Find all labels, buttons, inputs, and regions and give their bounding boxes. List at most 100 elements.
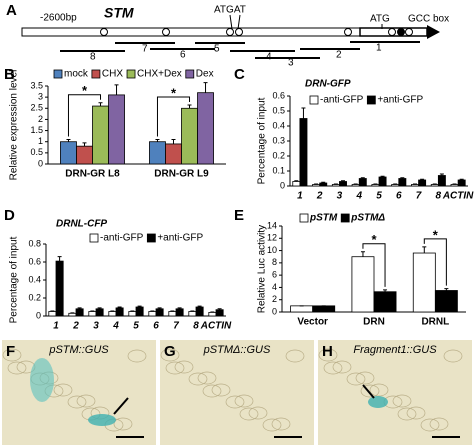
y-tick-label: 0.2 <box>28 292 41 302</box>
start-label: -2600bp <box>40 13 77 24</box>
y-tick-label: 0.3 <box>272 135 285 145</box>
bar <box>351 184 360 187</box>
significance-mark: * <box>82 83 88 98</box>
y-tick-label: 3.5 <box>30 80 43 90</box>
x-tick-label: DRNL <box>421 317 449 328</box>
error-bar <box>459 178 464 180</box>
cell <box>406 406 426 420</box>
y-tick-label: 0 <box>36 310 41 320</box>
error-bar <box>187 104 192 109</box>
y-tick-label: 0.5 <box>272 105 285 115</box>
panel-label: C <box>234 66 245 83</box>
bar <box>175 308 184 317</box>
cell <box>239 407 259 421</box>
legend-label: CHX <box>102 69 123 80</box>
bar <box>75 308 84 317</box>
error-bar <box>155 138 160 142</box>
cell <box>369 383 389 397</box>
cell <box>76 394 96 408</box>
cell <box>429 417 449 431</box>
x-tick-label: 8 <box>193 321 199 332</box>
error-bar <box>157 307 162 309</box>
bar <box>430 184 439 187</box>
gus-stain <box>30 358 54 402</box>
legend-swatch <box>53 69 63 79</box>
bar <box>115 307 124 317</box>
fragment-label: 1 <box>376 43 382 54</box>
legend-label: CHX+Dex <box>137 69 182 80</box>
fragments <box>60 41 420 59</box>
legend-label: Dex <box>196 69 214 80</box>
error-bar <box>439 173 444 176</box>
x-tick-label: 7 <box>173 321 179 332</box>
legend-swatch <box>91 69 101 79</box>
x-tick-label: 8 <box>436 191 442 202</box>
bar <box>168 311 177 317</box>
bar <box>165 143 182 165</box>
x-tick-label: 4 <box>112 321 119 332</box>
error-bar <box>301 107 306 119</box>
gus-stain <box>368 396 388 408</box>
bar <box>290 305 314 313</box>
cell <box>443 349 463 363</box>
panel-label: D <box>4 207 15 224</box>
micrograph-label: Fragment1::GUS <box>353 344 437 356</box>
bar <box>437 175 446 187</box>
y-tick-label: 2 <box>272 294 277 304</box>
y-tick-label: 6 <box>272 270 277 280</box>
y-tick-label: 2 <box>38 114 43 124</box>
error-bar <box>203 82 208 93</box>
cell <box>248 406 268 420</box>
legend-label: pSTMΔ <box>350 213 385 224</box>
cell <box>211 383 231 397</box>
significance-bracket <box>423 238 447 286</box>
y-tick-label: 0.6 <box>28 256 41 266</box>
error-bar <box>137 305 142 307</box>
bar <box>312 184 321 187</box>
bar <box>371 184 380 187</box>
bar <box>331 184 340 187</box>
cell <box>225 395 245 409</box>
error-bar <box>98 102 103 107</box>
bar <box>48 311 57 317</box>
x-tick-label: ACTIN <box>442 191 474 202</box>
pointer <box>237 14 241 30</box>
cell <box>285 349 305 363</box>
error-bar <box>77 307 82 309</box>
bar <box>457 179 466 187</box>
cell <box>197 371 217 385</box>
x-tick-label: 6 <box>153 321 159 332</box>
cell <box>234 394 254 408</box>
cell <box>2 348 22 362</box>
bar <box>434 290 458 313</box>
x-tick-label: 2 <box>72 321 79 332</box>
y-tick-label: 0.4 <box>28 274 41 284</box>
x-tick-label: 4 <box>355 191 362 202</box>
y-tick-label: 3 <box>38 92 43 102</box>
legend-swatch <box>366 95 376 105</box>
chart-title: DRN-GFP <box>305 79 351 90</box>
error-bar <box>444 288 449 291</box>
bar <box>60 141 77 165</box>
cell <box>420 418 440 432</box>
legend-swatch <box>185 69 195 79</box>
error-bar <box>383 289 388 292</box>
bar <box>135 306 144 317</box>
legend-swatch <box>299 213 309 223</box>
y-tick-label: 12 <box>267 233 277 243</box>
panel-a: A -2600bp STM ATGAT ATG GCC box 1 2 3 4 … <box>6 2 449 69</box>
error-bar <box>341 180 346 182</box>
legend-swatch <box>146 233 156 243</box>
x-tick-label: 3 <box>93 321 99 332</box>
bar <box>197 92 214 165</box>
panel-label: E <box>234 207 244 224</box>
arrow <box>362 384 375 399</box>
micrograph-label: pSTM::GUS <box>48 344 109 356</box>
bar <box>55 260 64 317</box>
x-tick-label: 7 <box>416 191 422 202</box>
error-bar <box>294 180 299 182</box>
y-tick-label: 10 <box>267 245 277 255</box>
significance-mark: * <box>171 85 177 100</box>
cell <box>202 384 222 398</box>
